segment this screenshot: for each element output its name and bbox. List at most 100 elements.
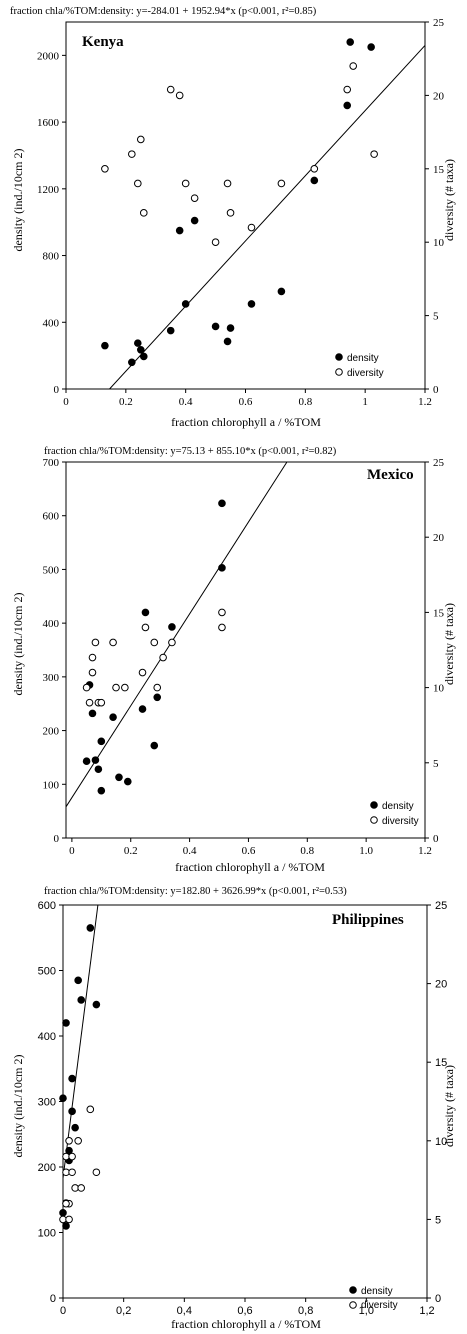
philippines-y-tick-label: 300 [38, 1097, 56, 1109]
kenya-y-tick-label: 2000 [37, 50, 60, 62]
mexico-x-tick-label: 0.2 [124, 845, 138, 857]
mexico-y-tick-label: 200 [43, 726, 60, 738]
kenya-y2-axis-label: diversity (# taxa) [442, 159, 456, 241]
mexico-regression-title: fraction chla/%TOM:density: y=75.13 + 85… [44, 446, 337, 457]
kenya-y2-tick-label: 5 [433, 311, 439, 323]
philippines-legend-diversity: diversity [361, 1300, 398, 1311]
mexico-diversity-point [109, 638, 117, 647]
mexico-x-tick-label: 0.8 [300, 845, 314, 857]
mexico-y2-tick-label: 25 [433, 457, 445, 469]
mexico-diversity-point [168, 638, 176, 647]
mexico-x-tick-label: 0.4 [183, 845, 197, 857]
kenya-x-tick-label: 0.8 [298, 396, 312, 408]
mexico-x-tick-label: 0 [69, 845, 75, 857]
kenya-x-tick-label: 0.4 [179, 396, 193, 408]
mexico-density-point [218, 499, 226, 508]
kenya-diversity-point [175, 91, 184, 100]
philippines-regression-title: fraction chla/%TOM:density: y=182.80 + 3… [44, 886, 347, 897]
mexico-y2-tick-label: 15 [433, 607, 445, 619]
kenya-density-point [277, 287, 286, 296]
philippines-y2-tick-label: 20 [435, 979, 447, 991]
kenya-diversity-point [349, 62, 358, 70]
mexico-density-point [97, 786, 106, 795]
kenya-diversity-point [181, 179, 190, 188]
philippines-diversity-point [68, 1168, 76, 1177]
philippines-diversity-point [62, 1199, 70, 1208]
kenya-diversity-point [166, 85, 175, 94]
philippines-plot: 0 0,2 0,4 0,6 0,8 1,0 1,2010020030040050060005… [38, 900, 448, 1317]
kenya-density-point [247, 300, 256, 308]
mexico-plot: 0 0.2 0.4 0.6 0.8 1.0 1.2010020030040050060070… [43, 457, 445, 857]
philippines-y-tick-label: 500 [38, 966, 56, 978]
mexico-diversity-point [112, 683, 120, 692]
mexico-regression-line [65, 462, 288, 808]
mexico-y-tick-label: 500 [43, 564, 60, 576]
kenya-density-point [310, 176, 319, 185]
mexico-density-point [115, 773, 123, 782]
philippines-x-tick-label: 1,2 [419, 1305, 434, 1317]
kenya-diversity-point [226, 209, 235, 217]
philippines-density-point [92, 1000, 101, 1009]
mexico-diversity-point [141, 623, 150, 632]
kenya-diversity-point [128, 150, 136, 158]
kenya-diversity-point [277, 179, 286, 188]
kenya-density-point [136, 345, 145, 354]
philippines-legend-density-marker [349, 1286, 357, 1294]
mexico-x-axis-label: fraction chlorophyll a / %TOM [175, 860, 325, 874]
philippines-density-point [77, 996, 85, 1004]
philippines-diversity-point [74, 1137, 82, 1145]
mexico-x-tick-label: 1.0 [359, 845, 373, 857]
philippines-y2-axis-label: diversity (# taxa) [442, 1065, 456, 1147]
kenya-density-point [139, 352, 148, 361]
philippines-y-tick-label: 100 [38, 1228, 56, 1240]
kenya-diversity-point [247, 223, 256, 232]
mexico-diversity-point [150, 638, 159, 647]
kenya-diversity-point [223, 179, 232, 188]
philippines-regression-line [62, 904, 99, 1179]
kenya-x-tick-label: 0 [63, 396, 69, 408]
kenya-legend-density-marker [335, 353, 343, 361]
philippines-y2-tick-label: 25 [435, 900, 447, 912]
philippines-x-tick-label: 1,0 [359, 1305, 374, 1317]
mexico-diversity-point [159, 653, 167, 662]
kenya-density-point [211, 322, 220, 331]
philippines-density-point [62, 1019, 70, 1027]
mexico-y2-tick-label: 5 [433, 758, 439, 770]
philippines-x-tick-label: 0,8 [298, 1305, 313, 1317]
philippines-density-point [59, 1094, 67, 1103]
mexico-legend-density-marker [370, 801, 378, 809]
philippines-diversity-point [77, 1184, 85, 1192]
mexico-density-point [88, 709, 97, 718]
mexico-diversity-point [218, 608, 226, 617]
kenya-x-tick-label: 1.2 [418, 396, 432, 408]
philippines-chart: fraction chla/%TOM:density: y=182.80 + 3… [11, 886, 456, 1331]
kenya-density-point [226, 324, 235, 332]
kenya-density-point [346, 38, 355, 46]
mexico-density-point [94, 765, 103, 774]
mexico-diversity-point [91, 638, 100, 647]
philippines-x-tick-label: 0 [60, 1305, 66, 1317]
mexico-y-tick-label: 600 [43, 511, 60, 523]
kenya-plot: 0 0.2 0.4 0.6 0.8 1 1.204008001200160020000510… [37, 17, 445, 408]
kenya-legend-density: density [347, 353, 379, 364]
philippines-x-tick-label: 0,2 [116, 1305, 131, 1317]
philippines-diversity-point [65, 1215, 73, 1224]
kenya-y-tick-label: 400 [43, 317, 60, 329]
kenya-y-tick-label: 800 [43, 251, 60, 263]
mexico-y2-axis-label: diversity (# taxa) [442, 603, 456, 685]
kenya-regression-title: fraction chla/%TOM:density: y=-284.01 + … [10, 6, 317, 17]
kenya-plot-frame [65, 21, 426, 390]
kenya-y2-tick-label: 0 [433, 384, 439, 396]
mexico-y-axis-label: density (ind./10cm 2) [11, 593, 25, 696]
kenya-density-point [128, 358, 136, 367]
mexico-chart: fraction chla/%TOM:density: y=75.13 + 85… [11, 446, 456, 874]
kenya-diversity-point [343, 85, 352, 94]
mexico-y-tick-label: 100 [43, 779, 60, 791]
kenya-density-point [223, 337, 232, 346]
kenya-y-tick-label: 1200 [37, 184, 60, 196]
mexico-density-point [82, 757, 91, 765]
mexico-density-point [168, 623, 176, 631]
philippines-density-point [68, 1074, 76, 1083]
mexico-legend-density: density [382, 801, 414, 812]
mexico-diversity-point [85, 698, 94, 707]
